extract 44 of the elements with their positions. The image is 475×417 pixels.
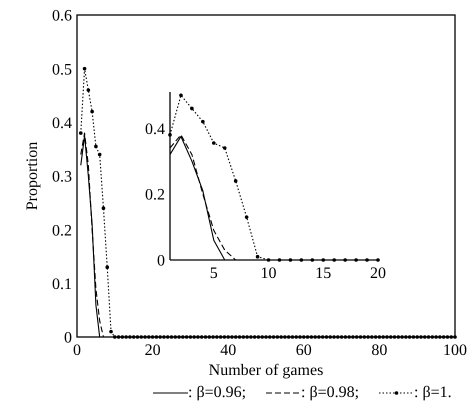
y-tick-label: 0.4 — [145, 120, 165, 138]
y-tick-label: 0.2 — [52, 222, 72, 240]
point — [288, 258, 292, 262]
x-tick-label: 10 — [260, 265, 277, 282]
x-tick-label: 100 — [443, 342, 467, 359]
point — [365, 258, 369, 262]
point — [256, 254, 260, 259]
y-tick-label: 0.1 — [52, 276, 72, 293]
y-tick-label: 0.3 — [52, 168, 72, 186]
x-tick-label: 5 — [210, 265, 218, 282]
point — [212, 141, 216, 145]
y-axis-title: Proportion — [24, 142, 41, 210]
y-tick-label: 0.5 — [52, 61, 72, 78]
point — [179, 93, 183, 98]
point — [222, 146, 227, 150]
x-tick-label: 80 — [371, 342, 388, 359]
y-tick-label: 0.2 — [145, 186, 165, 204]
point — [376, 258, 380, 262]
y-tick-label: 0 — [157, 252, 165, 270]
point — [201, 120, 205, 124]
x-tick-label: 40 — [220, 342, 236, 359]
point — [343, 258, 347, 262]
point — [300, 258, 304, 262]
point — [244, 215, 248, 219]
legend-label: : β=0.98; — [301, 384, 360, 401]
point — [234, 179, 238, 183]
point — [266, 258, 270, 262]
y-tick-label: 0 — [64, 330, 72, 347]
point — [278, 258, 282, 262]
point — [190, 106, 194, 110]
y-tick-label: 0.4 — [52, 114, 72, 132]
x-axis-title: Number of games — [208, 362, 324, 379]
legend-label: : β=1. — [414, 384, 452, 401]
x-tick-label: 20 — [144, 342, 161, 359]
point — [310, 258, 314, 262]
point — [168, 133, 172, 137]
point — [332, 258, 336, 262]
point — [354, 258, 358, 262]
x-tick-label: 20 — [370, 265, 386, 282]
point — [321, 258, 326, 262]
x-tick-label: 15 — [315, 265, 332, 282]
x-tick-label: 60 — [296, 342, 312, 359]
y-tick-label: 0.6 — [52, 8, 72, 25]
legend-label: : β=0.96; — [188, 384, 246, 401]
